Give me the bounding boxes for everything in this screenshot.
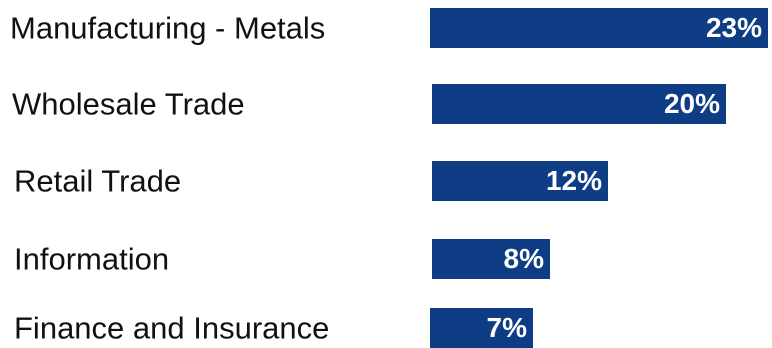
bar: 7% (430, 308, 533, 348)
bar: 23% (430, 8, 768, 48)
bar-value-label: 8% (503, 243, 544, 274)
category-label: Finance and Insurance (14, 310, 330, 346)
category-label: Information (14, 241, 170, 277)
category-label: Manufacturing - Metals (10, 10, 326, 46)
bar: 20% (432, 84, 726, 124)
bar-value-label: 12% (545, 165, 602, 196)
bar-value-label: 20% (663, 88, 720, 119)
category-label: Wholesale Trade (12, 86, 245, 122)
bar-value-label: 23% (705, 12, 762, 43)
bar: 12% (432, 161, 608, 201)
bar-value-label: 7% (486, 312, 527, 343)
bar: 8% (432, 239, 550, 279)
category-label: Retail Trade (14, 163, 182, 199)
